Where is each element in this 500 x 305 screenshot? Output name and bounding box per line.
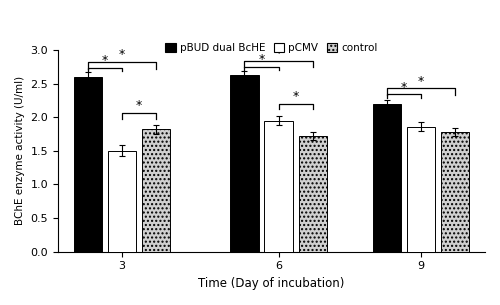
Text: *: * <box>119 48 125 61</box>
X-axis label: Time (Day of incubation): Time (Day of incubation) <box>198 277 344 290</box>
Bar <box>406 127 435 252</box>
Text: *: * <box>258 53 264 66</box>
Text: *: * <box>418 75 424 88</box>
Bar <box>230 75 258 252</box>
Bar <box>108 151 136 252</box>
Bar <box>142 129 171 252</box>
Text: *: * <box>136 99 142 113</box>
Bar <box>74 77 102 252</box>
Bar <box>298 136 327 252</box>
Y-axis label: BChE enzyme activity (U/ml): BChE enzyme activity (U/ml) <box>15 76 25 225</box>
Text: *: * <box>102 54 108 67</box>
Bar <box>441 132 470 252</box>
Legend: pBUD dual BcHE, pCMV, control: pBUD dual BcHE, pCMV, control <box>161 39 382 57</box>
Text: *: * <box>276 47 282 60</box>
Bar <box>372 104 401 252</box>
Text: *: * <box>292 90 299 103</box>
Text: *: * <box>401 81 407 94</box>
Bar <box>264 120 293 252</box>
